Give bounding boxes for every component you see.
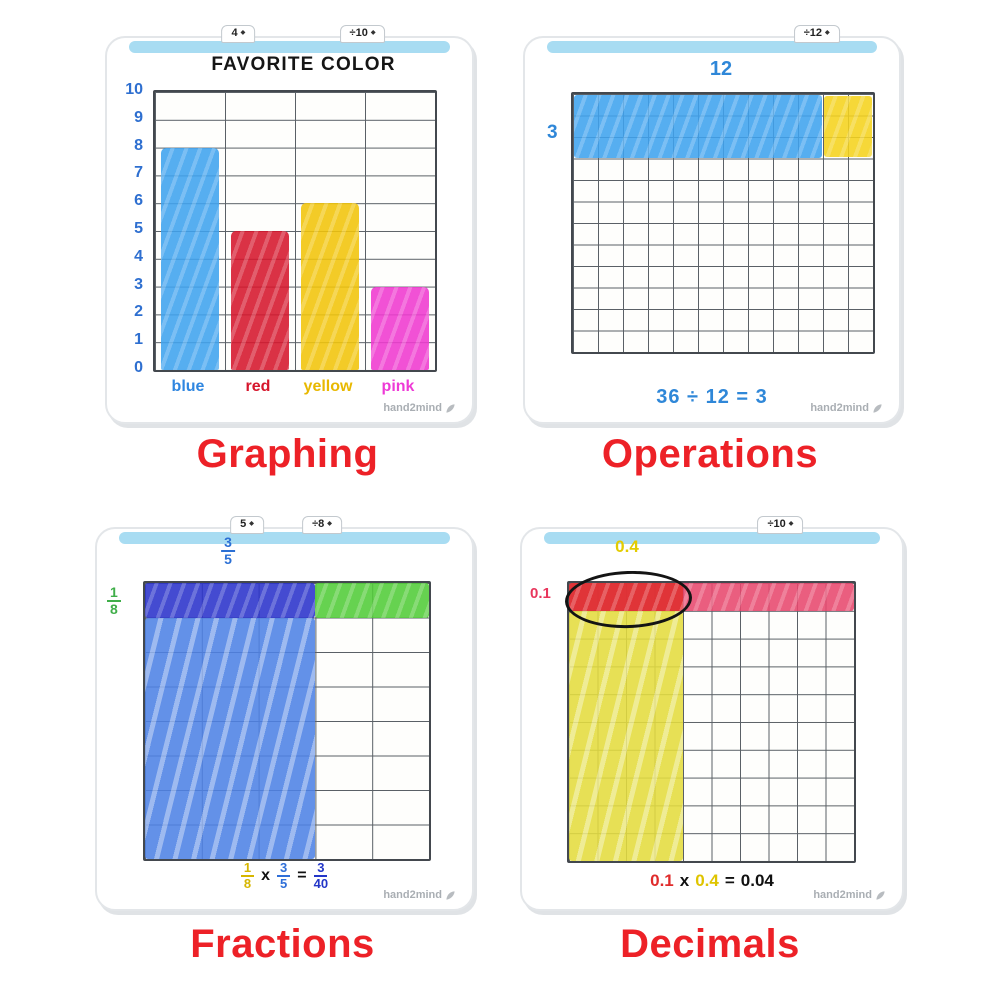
slider-tab-columns[interactable]: 4 ◆ [221, 25, 256, 43]
y-axis-label: 6 [134, 192, 143, 210]
y-axis-label: 1 [134, 331, 143, 349]
top-fraction-label: 3 5 [221, 534, 235, 568]
board-fractions: 5 ◆ ÷8 ◆ 3 5 1 8 1 8 x 3 5 = [95, 516, 474, 911]
slider-tab-divisor[interactable]: ÷12 ◆ [793, 25, 840, 43]
tab-label: ÷12 [803, 27, 823, 39]
division-equation: 36 ÷ 12 = 3 [656, 386, 768, 408]
board-top-strip [119, 532, 450, 544]
fraction-numerator: 3 [221, 534, 235, 553]
diamond-icon: ◆ [825, 30, 830, 36]
bar-pink [370, 286, 430, 370]
fraction-denominator: 5 [224, 551, 232, 568]
slider-tab-rows[interactable]: ÷10 ◆ [757, 516, 804, 534]
tab-label: ÷10 [349, 27, 368, 39]
caption-operations: Operations [601, 432, 819, 476]
board-graphing: 4 ◆ ÷10 ◆ FAVORITE COLOR 10 9 8 7 6 5 4 … [105, 25, 474, 424]
top-decimal-label: 0.4 [615, 537, 639, 556]
equals-sign: = [724, 871, 735, 890]
slider-tab-rows[interactable]: ÷10 ◆ [339, 25, 386, 43]
board-top-strip [129, 41, 450, 53]
fill-darkblue-row [145, 583, 316, 618]
y-axis-label: 8 [134, 136, 143, 154]
chart-title: FAVORITE COLOR [211, 54, 396, 75]
caption-fractions: Fractions [190, 922, 375, 966]
diamond-icon: ◆ [240, 30, 246, 36]
hand2mind-logo: hand2mind [810, 402, 883, 414]
hand2mind-logo: hand2mind [383, 402, 456, 414]
tab-label: ÷8 [312, 518, 325, 530]
tab-label: ÷10 [767, 518, 786, 530]
fill-yellow-column [569, 610, 683, 861]
fill-green-row [315, 583, 429, 618]
row-count-label: 3 [547, 122, 558, 143]
bar-red [230, 231, 290, 370]
bar-yellow [300, 203, 360, 370]
fill-red-overlap [569, 583, 683, 611]
board-decimals: ÷10 ◆ 0.4 0.1 0.1 x 0.4 = 0.04 hand2mind [520, 516, 904, 911]
slider-tab-rows[interactable]: ÷8 ◆ [302, 516, 342, 534]
logo-text: hand2mind [383, 402, 442, 414]
fraction-one-eighth: 1 8 [240, 860, 255, 892]
y-axis-label: 3 [134, 275, 143, 293]
board-operations: ÷12 ◆ 12 3 36 ÷ 12 = 3 hand2mind [523, 25, 901, 424]
hand2mind-logo: hand2mind [813, 889, 886, 901]
product-result: 0.04 [740, 871, 774, 890]
diamond-icon: ◆ [249, 521, 254, 527]
fraction-denominator: 8 [110, 601, 118, 618]
multiply-sign: x [679, 871, 690, 890]
leaf-icon [446, 890, 455, 900]
leaf-icon [873, 403, 882, 413]
fill-blue-30 [573, 94, 823, 158]
division-grid[interactable] [571, 92, 875, 354]
column-count-label: 12 [709, 58, 733, 80]
tab-label: 4 [231, 27, 238, 39]
y-axis-label: 5 [134, 219, 143, 237]
fraction-grid[interactable] [143, 581, 431, 861]
y-axis-labels: 10 9 8 7 6 5 4 3 2 1 0 [113, 80, 143, 378]
y-axis-label: 7 [134, 164, 143, 182]
y-axis-label: 0 [134, 358, 143, 376]
side-decimal-label: 0.1 [530, 585, 551, 602]
bar-blue [160, 147, 220, 370]
side-fraction-label: 1 8 [107, 584, 121, 618]
fraction-numerator: 1 [107, 584, 121, 603]
multiply-sign: x [261, 867, 271, 885]
fill-yellow-6 [824, 95, 872, 157]
y-axis-label: 4 [134, 247, 143, 265]
fill-blue-column [145, 617, 316, 859]
logo-text: hand2mind [383, 889, 442, 901]
diamond-icon: ◆ [788, 521, 794, 527]
equals-sign: = [297, 867, 307, 885]
slider-tab-columns[interactable]: 5 ◆ [230, 516, 264, 534]
bar-chart-grid[interactable] [153, 90, 437, 372]
decimal-grid[interactable] [564, 569, 856, 863]
factor-two: 0.4 [695, 871, 719, 890]
board-top-strip [544, 532, 880, 544]
board-top-strip [547, 41, 877, 53]
y-axis-label: 9 [134, 108, 143, 126]
tab-label: 5 [240, 518, 247, 530]
hand2mind-logo: hand2mind [383, 889, 456, 901]
x-axis-label: blue [171, 378, 205, 395]
factor-one: 0.1 [650, 871, 674, 890]
decimal-equation: 0.1 x 0.4 = 0.04 [522, 871, 902, 891]
x-axis-label: yellow [303, 378, 353, 395]
x-axis-label: red [245, 378, 271, 395]
diamond-icon: ◆ [370, 30, 376, 36]
x-axis-label: pink [381, 378, 415, 395]
y-axis-label: 2 [134, 303, 143, 321]
fraction-result: 3 40 [313, 860, 329, 892]
leaf-icon [446, 403, 455, 413]
leaf-icon [876, 890, 885, 900]
fraction-three-fifths: 3 5 [277, 860, 291, 892]
caption-decimals: Decimals [620, 922, 800, 966]
fraction-equation: 1 8 x 3 5 = 3 40 [97, 860, 472, 892]
diamond-icon: ◆ [327, 521, 332, 527]
logo-text: hand2mind [810, 402, 869, 414]
x-axis-labels: blue red yellow pink [153, 378, 433, 396]
caption-graphing: Graphing [196, 432, 379, 476]
y-axis-label: 10 [125, 81, 143, 98]
logo-text: hand2mind [813, 889, 872, 901]
